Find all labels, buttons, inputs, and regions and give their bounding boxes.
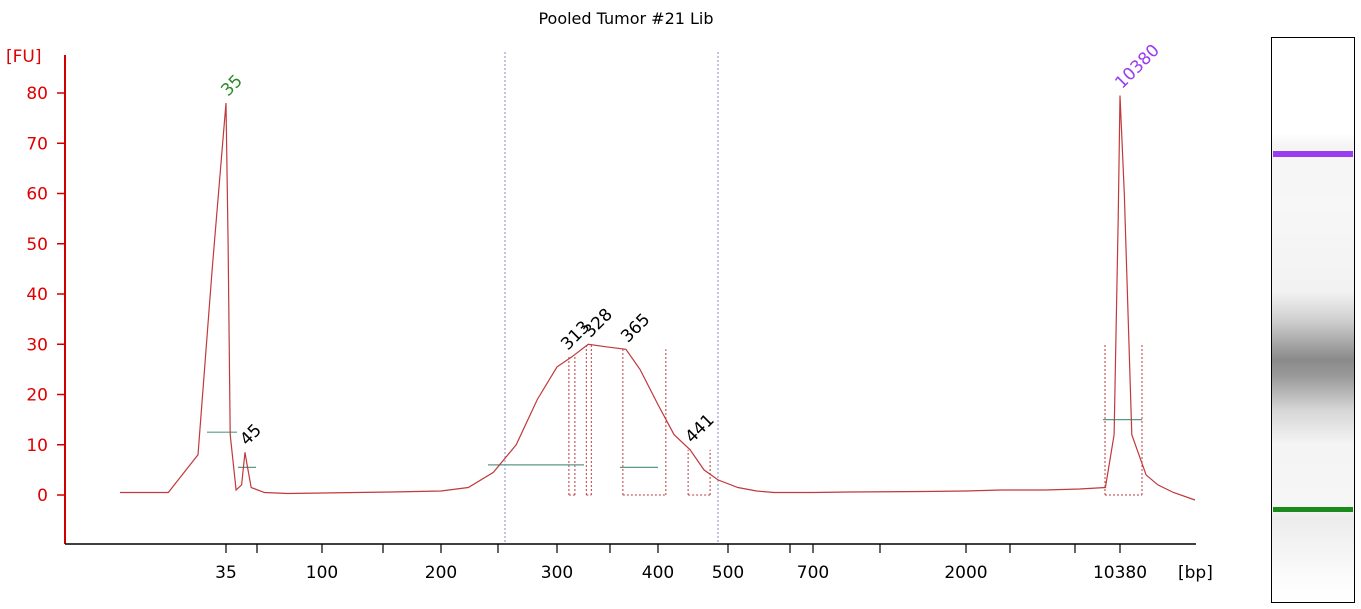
upper-marker-band [1273, 151, 1353, 157]
peak-label: 441 [682, 410, 719, 447]
peak-integration-box [568, 356, 576, 496]
gel-lane [1271, 37, 1355, 603]
x-tick-label: 10380 [1093, 563, 1147, 583]
y-tick-label: 70 [26, 134, 48, 154]
x-tick-label: 35 [215, 563, 237, 583]
y-tick-label: 40 [26, 285, 48, 305]
peak-integration-box [622, 349, 667, 496]
y-tick-label: 60 [26, 185, 48, 205]
y-tick-label: 80 [26, 84, 48, 104]
y-tick-label: 20 [26, 386, 48, 406]
x-tick-label: 400 [642, 563, 674, 583]
peak-label: 10380 [1111, 41, 1163, 93]
x-tick-label: 100 [306, 563, 338, 583]
electropherogram: Pooled Tumor #21 Lib [FU] [bp] 0 10 20 30 40… [6, 9, 1213, 583]
region-markers [504, 52, 719, 544]
lower-marker-band [1273, 507, 1353, 512]
x-tick-label: 200 [425, 563, 457, 583]
peak-integration-box [585, 344, 592, 496]
y-axis-label: [FU] [6, 47, 42, 67]
y-tick-label: 30 [26, 335, 48, 355]
peak-label: 45 [236, 420, 265, 449]
trace-layer [120, 95, 1196, 501]
peak-label: 35 [217, 71, 246, 100]
peak-integration-box [687, 449, 711, 496]
y-tick-label: 10 [26, 436, 48, 456]
y-tick-label: 50 [26, 235, 48, 255]
peak-label: 365 [617, 310, 654, 347]
x-tick-label: 500 [712, 563, 744, 583]
y-tick-label: 0 [37, 486, 48, 506]
x-tick-label: 2000 [944, 563, 987, 583]
x-tick-label: 300 [541, 563, 573, 583]
x-ticks: 35 100 200 300 400 500 700 2000 10380 [215, 544, 1147, 583]
x-axis-label: [bp] [1178, 563, 1213, 583]
fluorescence-trace [120, 95, 1196, 501]
chart-title: Pooled Tumor #21 Lib [538, 9, 713, 28]
x-tick-label: 700 [797, 563, 829, 583]
y-ticks: 0 10 20 30 40 50 60 70 80 [26, 84, 65, 506]
peak-integration-box [1104, 344, 1143, 496]
